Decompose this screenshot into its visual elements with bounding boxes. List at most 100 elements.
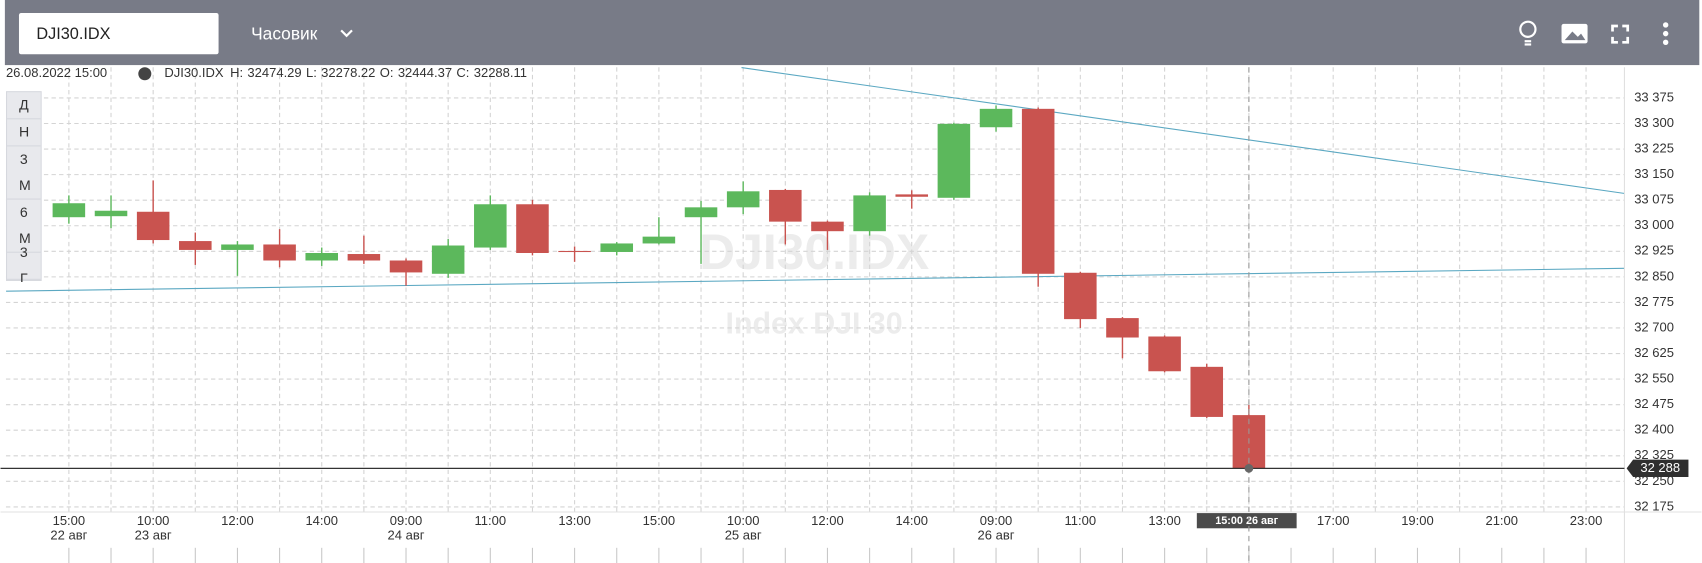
y-tick-label: 33 075: [1634, 192, 1674, 207]
last-price-label: 32 288: [1640, 460, 1680, 475]
info-low-label: L:: [306, 65, 317, 80]
x-date-label: 26 авг: [978, 527, 1015, 542]
info-close-label: C:: [456, 65, 469, 80]
x-tick-label: 13:00: [558, 513, 591, 528]
x-tick-label: 09:00: [390, 513, 423, 528]
toolbar: [4, 0, 1700, 66]
info-high-label: H:: [230, 65, 243, 80]
candle-body: [431, 245, 465, 274]
crosshair-x-label: 15:00 26 авг: [1215, 515, 1278, 527]
candle-body: [136, 211, 170, 241]
x-tick-label: 10:00: [137, 513, 170, 528]
crosshair-point: [1244, 464, 1254, 473]
info-values: DJI30.IDX H: 32474.29 L: 32278.22 O: 32444.37 C…: [164, 65, 527, 80]
trendline: [741, 67, 1625, 194]
candle-body: [305, 252, 339, 261]
range-button[interactable]: 6М: [7, 200, 41, 253]
info-symbol: DJI30.IDX: [164, 65, 224, 80]
x-tick-label: 19:00: [1401, 513, 1434, 528]
candle-body: [263, 244, 296, 261]
range-button-label: 3Г: [19, 244, 28, 283]
candle-body: [347, 254, 381, 261]
x-tick-label: 12:00: [811, 513, 844, 528]
range-button-label: Д: [19, 96, 29, 113]
range-button-label: 3М: [18, 150, 31, 194]
candle-body: [769, 189, 802, 222]
y-tick-label: 32 475: [1634, 396, 1674, 411]
candle-body: [474, 204, 507, 248]
range-button[interactable]: 3Г: [7, 244, 41, 282]
candle-body: [726, 191, 760, 208]
y-tick-label: 32 625: [1634, 345, 1674, 360]
x-date-label: 24 авг: [388, 527, 425, 542]
y-tick-label: 32 175: [1634, 498, 1674, 513]
range-button[interactable]: 3М: [7, 146, 41, 200]
y-tick-label: 32 775: [1634, 294, 1674, 309]
candle-body: [895, 194, 929, 197]
info-low: 32278.22: [321, 65, 375, 80]
menu-button[interactable]: [1662, 22, 1669, 46]
x-date-label: 25 авг: [725, 527, 762, 542]
screenshot-button[interactable]: [1561, 23, 1588, 44]
x-tick-label: 15:00: [53, 513, 86, 528]
y-tick-label: 33 150: [1634, 166, 1674, 181]
x-tick-label: 21:00: [1485, 513, 1518, 528]
symbol-input[interactable]: [18, 13, 219, 55]
interval-select[interactable]: Часовик: [251, 23, 318, 43]
candle-body: [853, 195, 886, 232]
range-button-label: Н: [18, 123, 30, 140]
x-tick-label: 12:00: [221, 513, 254, 528]
candle-body: [516, 204, 549, 253]
x-tick-label: 15:00: [643, 513, 676, 528]
candle-body: [1190, 366, 1224, 417]
watermark-subtitle: Index DJI 30: [726, 307, 903, 340]
range-button[interactable]: Д: [7, 92, 41, 120]
crosshair-x-label-box: [1196, 513, 1297, 529]
y-tick-label: 32 850: [1634, 268, 1674, 283]
candle-body: [558, 250, 591, 253]
y-tick-label: 33 375: [1634, 89, 1674, 104]
candle-body: [1021, 108, 1055, 274]
y-tick-label: 32 700: [1634, 319, 1674, 334]
candle-body: [179, 241, 212, 250]
info-high: 32474.29: [247, 65, 301, 80]
x-tick-label: 09:00: [980, 513, 1013, 528]
fullscreen-button[interactable]: [1611, 24, 1630, 44]
x-tick-label: 17:00: [1317, 513, 1350, 528]
y-tick-label: 32 325: [1634, 447, 1674, 462]
y-tick-label: 33 225: [1634, 140, 1674, 155]
y-tick-label: 32 400: [1634, 422, 1674, 437]
candle-body: [1064, 272, 1097, 320]
x-tick-label: 11:00: [475, 513, 507, 528]
candle-body: [1148, 336, 1181, 372]
info-open: 32444.37: [398, 65, 452, 80]
candle-body: [684, 207, 718, 218]
last-price-box: [1626, 459, 1689, 478]
candle-body: [94, 210, 128, 217]
x-tick-label: 10:00: [727, 513, 760, 528]
info-dot: [138, 67, 152, 81]
dropdown-chevron[interactable]: [340, 29, 353, 38]
x-tick-label: 13:00: [1148, 513, 1181, 528]
y-tick-label: 33 000: [1634, 217, 1674, 232]
y-tick-label: 33 300: [1634, 115, 1674, 130]
watermark-title: DJI30.IDX: [699, 224, 929, 280]
candle-body: [811, 221, 844, 232]
candle-body: [979, 108, 1013, 128]
range-button[interactable]: Н: [7, 119, 41, 147]
symbol-text: DJI30.IDX: [36, 25, 110, 43]
x-tick-label: 23:00: [1570, 513, 1603, 528]
y-tick-label: 32 925: [1634, 243, 1674, 258]
x-tick-label: 14:00: [305, 513, 338, 528]
x-tick-label: 14:00: [895, 513, 928, 528]
candle-body: [1106, 318, 1139, 338]
info-time: 26.08.2022 15:00: [6, 65, 107, 80]
info-open-label: O:: [380, 65, 394, 80]
info-line: 26.08.2022 15:00: [6, 65, 107, 80]
idea-button[interactable]: [1519, 20, 1537, 46]
candle-body: [221, 244, 254, 250]
